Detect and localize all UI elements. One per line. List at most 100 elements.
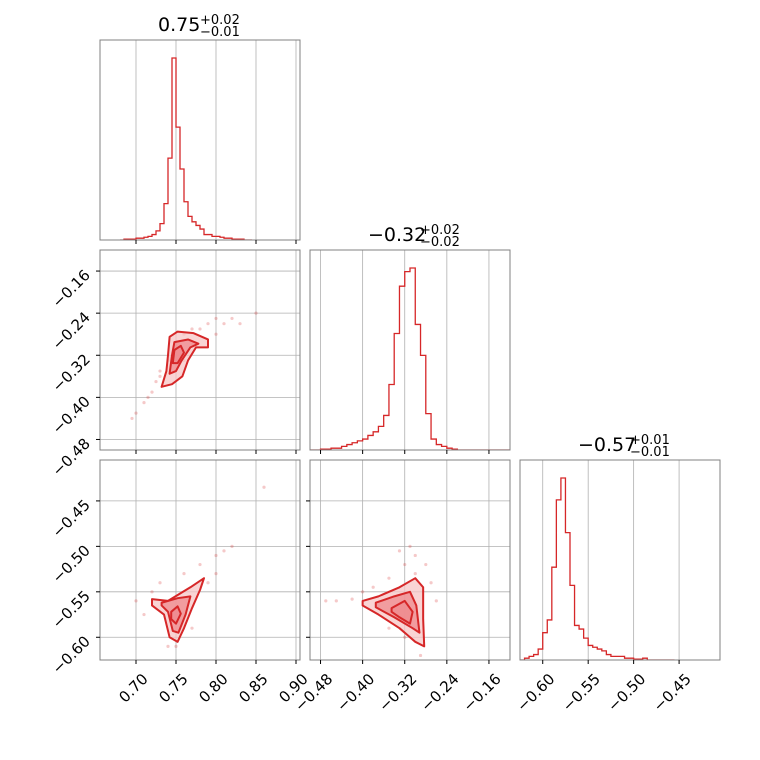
y-tick-label: −0.32 (49, 350, 94, 395)
sample-point (387, 626, 391, 630)
sample-point (134, 599, 138, 603)
sample-point (206, 581, 210, 585)
title-minus: −0.01 (200, 25, 240, 40)
sample-point (150, 590, 154, 594)
sample-point (334, 599, 338, 603)
panel-p1-p2: −0.16−0.24−0.32−0.40−0.48 (49, 249, 301, 480)
sample-point (214, 572, 218, 576)
plot-area (324, 544, 438, 658)
plot-area (134, 485, 266, 648)
sample-point (142, 401, 146, 405)
panel-frame (99, 39, 301, 241)
sample-point (324, 599, 328, 603)
title-value: −0.57 (578, 434, 636, 456)
x-tick-label: −0.24 (417, 670, 462, 715)
plot-layer: 0.75 +0.02−0.01−0.32+0.02−0.02−0.60 −0.55−… (49, 13, 721, 715)
plot-area (310, 267, 510, 450)
sample-point (434, 599, 438, 603)
sample-point (408, 544, 412, 548)
panel-frame (309, 459, 511, 661)
y-tick-label: −0.40 (49, 392, 94, 437)
panel-p1-p3: 0.70 0.75 0.80 0.85 0.90−0.45−0.50−0.55−0.60 (49, 459, 312, 706)
sample-point (154, 379, 158, 384)
sample-point (361, 590, 365, 594)
sample-point (146, 395, 150, 399)
x-tick-label: 0.85 (235, 670, 271, 706)
plot-area (130, 311, 258, 421)
x-tick-label: 0.80 (195, 670, 231, 706)
sample-point (150, 390, 154, 394)
sample-point (134, 411, 138, 415)
sample-point (413, 572, 417, 576)
sample-point (158, 369, 162, 373)
title-minus: −0.01 (630, 445, 670, 460)
y-tick-label: −0.60 (49, 632, 94, 677)
x-tick-label: −0.32 (375, 670, 420, 715)
panel-title: 0.75 (158, 14, 200, 36)
y-tick-label: −0.24 (49, 308, 94, 353)
sample-point (429, 581, 433, 585)
y-tick-label: −0.55 (49, 587, 94, 632)
sample-point (403, 562, 407, 567)
sample-point (190, 626, 194, 630)
panel-p2-marginal: −0.32+0.02−0.02 (309, 223, 511, 454)
y-tick-label: −0.48 (49, 435, 94, 480)
panel-p2-p3: −0.48−0.40−0.32−0.24−0.16 (291, 459, 511, 715)
sample-point (371, 585, 375, 589)
y-tick-label: −0.50 (49, 541, 94, 586)
title-plus: +0.02 (420, 223, 460, 238)
sample-point (158, 374, 162, 378)
sample-point (130, 416, 134, 421)
y-tick-label: −0.45 (49, 496, 94, 541)
x-tick-label: −0.50 (604, 670, 649, 715)
sample-point (230, 316, 234, 321)
sample-point (350, 597, 354, 601)
title-minus: −0.02 (420, 235, 460, 250)
x-tick-label: −0.55 (559, 670, 604, 715)
sample-point (182, 572, 186, 576)
density-contour (171, 344, 185, 365)
sample-point (418, 653, 423, 658)
sample-point (174, 644, 178, 648)
sample-point (142, 612, 146, 617)
sample-point (158, 581, 162, 585)
panel-frame (99, 249, 301, 451)
plot-area (120, 57, 252, 240)
sample-point (166, 644, 170, 648)
density-contour (170, 605, 182, 625)
sample-point (206, 322, 210, 326)
panel-title: −0.57 (578, 434, 636, 456)
sample-point (190, 327, 194, 331)
sample-point (222, 322, 226, 326)
panel-p3-marginal: −0.60 −0.55 −0.50 −0.45 −0.57+0.01−0.01 (513, 433, 721, 715)
sample-point (198, 562, 202, 567)
sample-point (262, 485, 266, 489)
sample-point (413, 553, 417, 558)
sample-point (397, 549, 402, 553)
density-contour (390, 599, 414, 625)
histogram-step-line (310, 267, 510, 450)
title-value: 0.75 (158, 14, 200, 36)
panel-title: −0.32 (368, 224, 426, 246)
sample-point (214, 316, 218, 321)
x-tick-label: 0.70 (115, 670, 151, 706)
histogram-step-line (520, 477, 675, 660)
sample-point (214, 332, 218, 336)
sample-point (424, 562, 428, 567)
x-tick-label: −0.45 (650, 670, 695, 715)
x-tick-label: −0.60 (513, 670, 558, 715)
histogram-step-line (120, 57, 252, 240)
plot-area (520, 477, 675, 660)
sample-point (198, 327, 202, 331)
sample-point (254, 311, 258, 315)
y-tick-label: −0.16 (49, 266, 94, 311)
x-tick-label: −0.16 (459, 670, 504, 715)
sample-point (230, 544, 234, 548)
sample-point (238, 322, 242, 326)
title-plus: +0.02 (200, 13, 240, 28)
sample-point (403, 635, 407, 639)
title-plus: +0.01 (630, 433, 670, 448)
panel-p1-marginal: 0.75 +0.02−0.01 (99, 13, 301, 244)
panel-frame (309, 249, 511, 451)
